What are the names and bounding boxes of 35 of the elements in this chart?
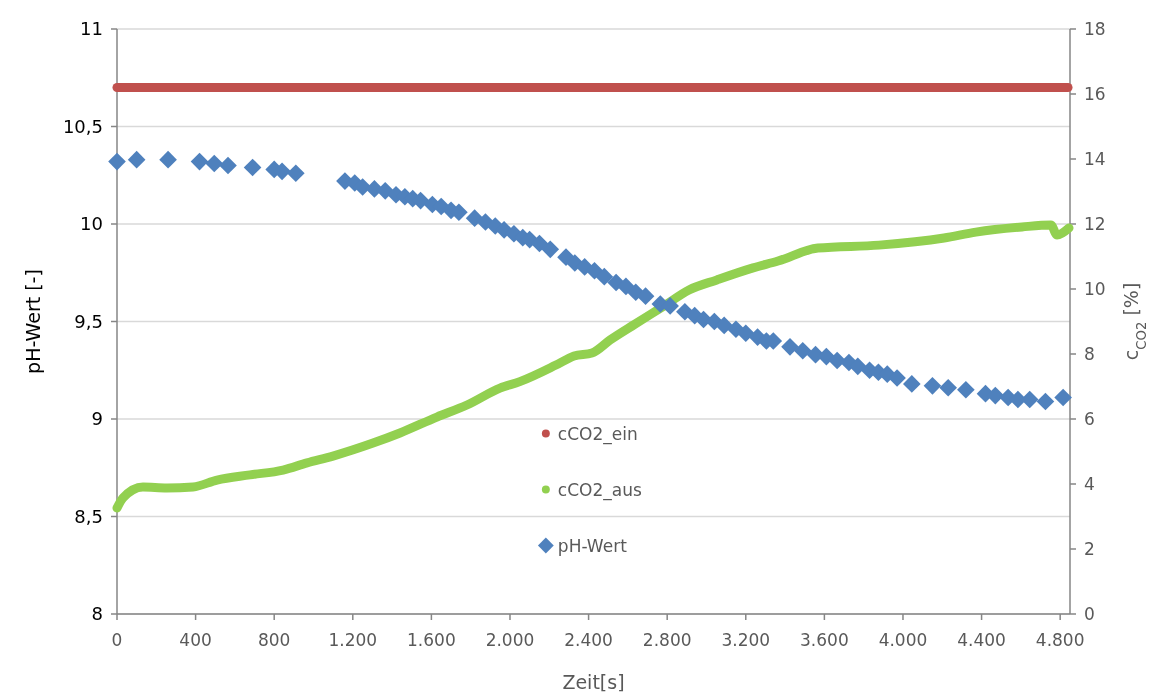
y2-tick-label: 18	[1084, 19, 1106, 39]
legend-label: cCO2_aus	[557, 479, 642, 501]
y-tick-label: 8,5	[74, 505, 103, 527]
y-tick-label: 9,5	[74, 310, 103, 332]
y-tick-label: 11	[80, 18, 103, 39]
y2-tick-label: 12	[1084, 214, 1106, 234]
y2-tick-label: 14	[1084, 149, 1106, 169]
y2-tick-label: 6	[1084, 409, 1095, 429]
x-tick-label: 2.000	[485, 630, 535, 650]
x-tick-label: 2.800	[642, 630, 692, 650]
x-tick-label: 4.400	[957, 630, 1006, 650]
y2-tick-label: 2	[1084, 539, 1095, 559]
x-tick-label: 0	[111, 630, 123, 650]
x-tick-label: 3.600	[800, 630, 849, 650]
x-tick-label: 2.400	[564, 630, 613, 650]
y2-tick-label: 16	[1084, 84, 1106, 104]
x-tick-label: 4.800	[1035, 630, 1085, 650]
y2-tick-label: 4	[1084, 474, 1095, 494]
x-tick-label: 1.200	[328, 630, 378, 650]
y-axis-title: pH-Wert [-]	[22, 269, 44, 374]
y-tick-label: 8	[91, 603, 103, 624]
y2-tick-label: 0	[1084, 604, 1095, 624]
legend-label: pH-Wert	[557, 535, 628, 556]
x-axis-title: Zeit[s]	[562, 671, 625, 693]
x-tick-label: 1.600	[407, 630, 456, 650]
x-tick-label: 4.000	[878, 630, 928, 650]
legend-label: cCO2_ein	[557, 423, 638, 445]
y-tick-label: 10	[80, 213, 103, 234]
y2-tick-label: 10	[1084, 279, 1106, 299]
x-tick-label: 800	[257, 630, 291, 650]
y-tick-label: 10,5	[62, 115, 103, 137]
x-tick-label: 400	[179, 630, 212, 650]
x-tick-label: 3.200	[721, 630, 771, 650]
y-tick-label: 9	[91, 408, 103, 429]
y2-tick-label: 8	[1084, 344, 1095, 364]
